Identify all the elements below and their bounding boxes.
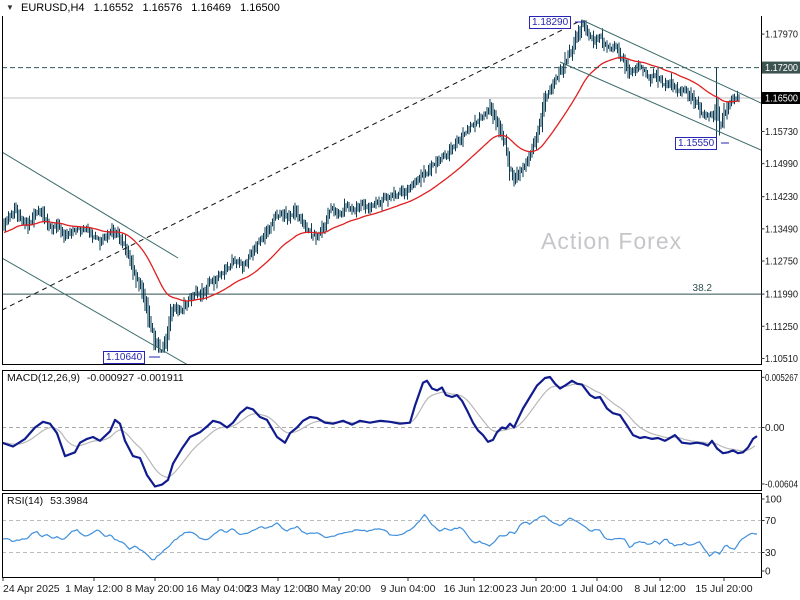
time-axis-label: 24 Apr 2025 (3, 583, 60, 595)
price-marker-box (762, 92, 800, 104)
time-axis-label: 23 Jun 20:00 (506, 583, 567, 595)
chart-title: ▼ EURUSD,H4 1.16552 1.16576 1.16469 1.16… (6, 2, 286, 14)
moving-average-line (3, 56, 740, 302)
price-axis-label: 1.14990 (765, 159, 798, 170)
price-axis-label: 1.14230 (765, 192, 798, 203)
rsi-plot[interactable] (2, 513, 761, 561)
main-panel-border (2, 16, 762, 365)
watermark: Action Forex (541, 228, 683, 254)
price-marker-label: 1.17200 (765, 63, 798, 74)
time-axis-label: 16 May 04:00 (186, 583, 250, 595)
rsi-panel-border (2, 493, 762, 578)
chart-dropdown-icon[interactable]: ▼ (6, 3, 14, 12)
time-axis-label: 8 May 20:00 (126, 583, 184, 595)
time-axis-label: 8 Jul 12:00 (634, 583, 686, 595)
rsi-value: 53.3984 (50, 495, 89, 507)
macd-main-line (2, 375, 758, 488)
time-axis-label: 1 May 12:00 (65, 583, 123, 595)
macd-indicator-label: MACD(12,26,9) -0.000927 -0.001911 (7, 372, 184, 384)
price-axis-label: 1.15730 (765, 127, 798, 138)
candlestick-series (3, 20, 740, 353)
trendline-4 (559, 61, 761, 151)
price-axis-label: 1.13490 (765, 224, 798, 235)
annotation-may-low: 1.10640 (103, 351, 146, 364)
trendline-2 (2, 19, 583, 311)
annotation-high-price: 1.18290 (529, 16, 572, 29)
trendline-3 (581, 19, 761, 104)
quote-close: 1.16500 (240, 2, 280, 14)
rsi-name: RSI(14) (7, 495, 44, 507)
rsi-axis-label: 0 (765, 567, 771, 578)
main-chart-plot[interactable] (2, 19, 761, 365)
price-axis-label: 1.12750 (765, 257, 798, 268)
time-axis-label: 23 May 12:00 (246, 583, 310, 595)
macd-signal-line (2, 383, 756, 478)
macd-name: MACD(12,26,9) (7, 372, 80, 384)
macd-values: -0.000927 -0.001911 (86, 372, 184, 384)
macd-plot[interactable] (2, 375, 761, 488)
time-axis-label: 16 Jun 12:00 (444, 583, 505, 595)
trendline-1 (2, 257, 189, 365)
macd-axis-label: -0.00604 (765, 480, 798, 491)
annotation-recent-low: 1.15550 (675, 137, 718, 150)
price-axis-label: 1.17970 (765, 30, 798, 41)
time-axis-label: 15 Jul 20:00 (695, 583, 752, 595)
rsi-indicator-label: RSI(14) 53.3984 (7, 495, 88, 507)
price-axis-label: 1.11250 (765, 322, 798, 333)
time-axis-label: 1 Jul 04:00 (571, 583, 623, 595)
price-marker-label: 1.16500 (765, 94, 798, 105)
macd-axis-label: 0.005267 (765, 373, 798, 384)
quote-high: 1.16576 (142, 2, 183, 14)
rsi-line (2, 513, 758, 561)
price-marker-box (762, 61, 800, 74)
rsi-axis-label: 70 (765, 516, 777, 527)
fib-38-2-label: 38.2 (693, 283, 713, 294)
quote-low: 1.16469 (191, 2, 232, 14)
macd-axis-label: 0.00 (765, 423, 785, 434)
rsi-axis-label: 100 (765, 495, 782, 506)
price-axis-label: 1.11990 (765, 290, 798, 301)
rsi-axis-label: 30 (765, 548, 777, 559)
price-axis-label: 1.10510 (765, 354, 798, 365)
macd-panel-border (2, 370, 762, 491)
time-axis-label: 9 Jun 04:00 (381, 583, 436, 595)
time-axis-label: 30 May 20:00 (307, 583, 371, 595)
quote-open: 1.16552 (93, 2, 134, 14)
trendline-0 (2, 151, 179, 259)
symbol-timeframe: EURUSD,H4 (20, 2, 85, 14)
